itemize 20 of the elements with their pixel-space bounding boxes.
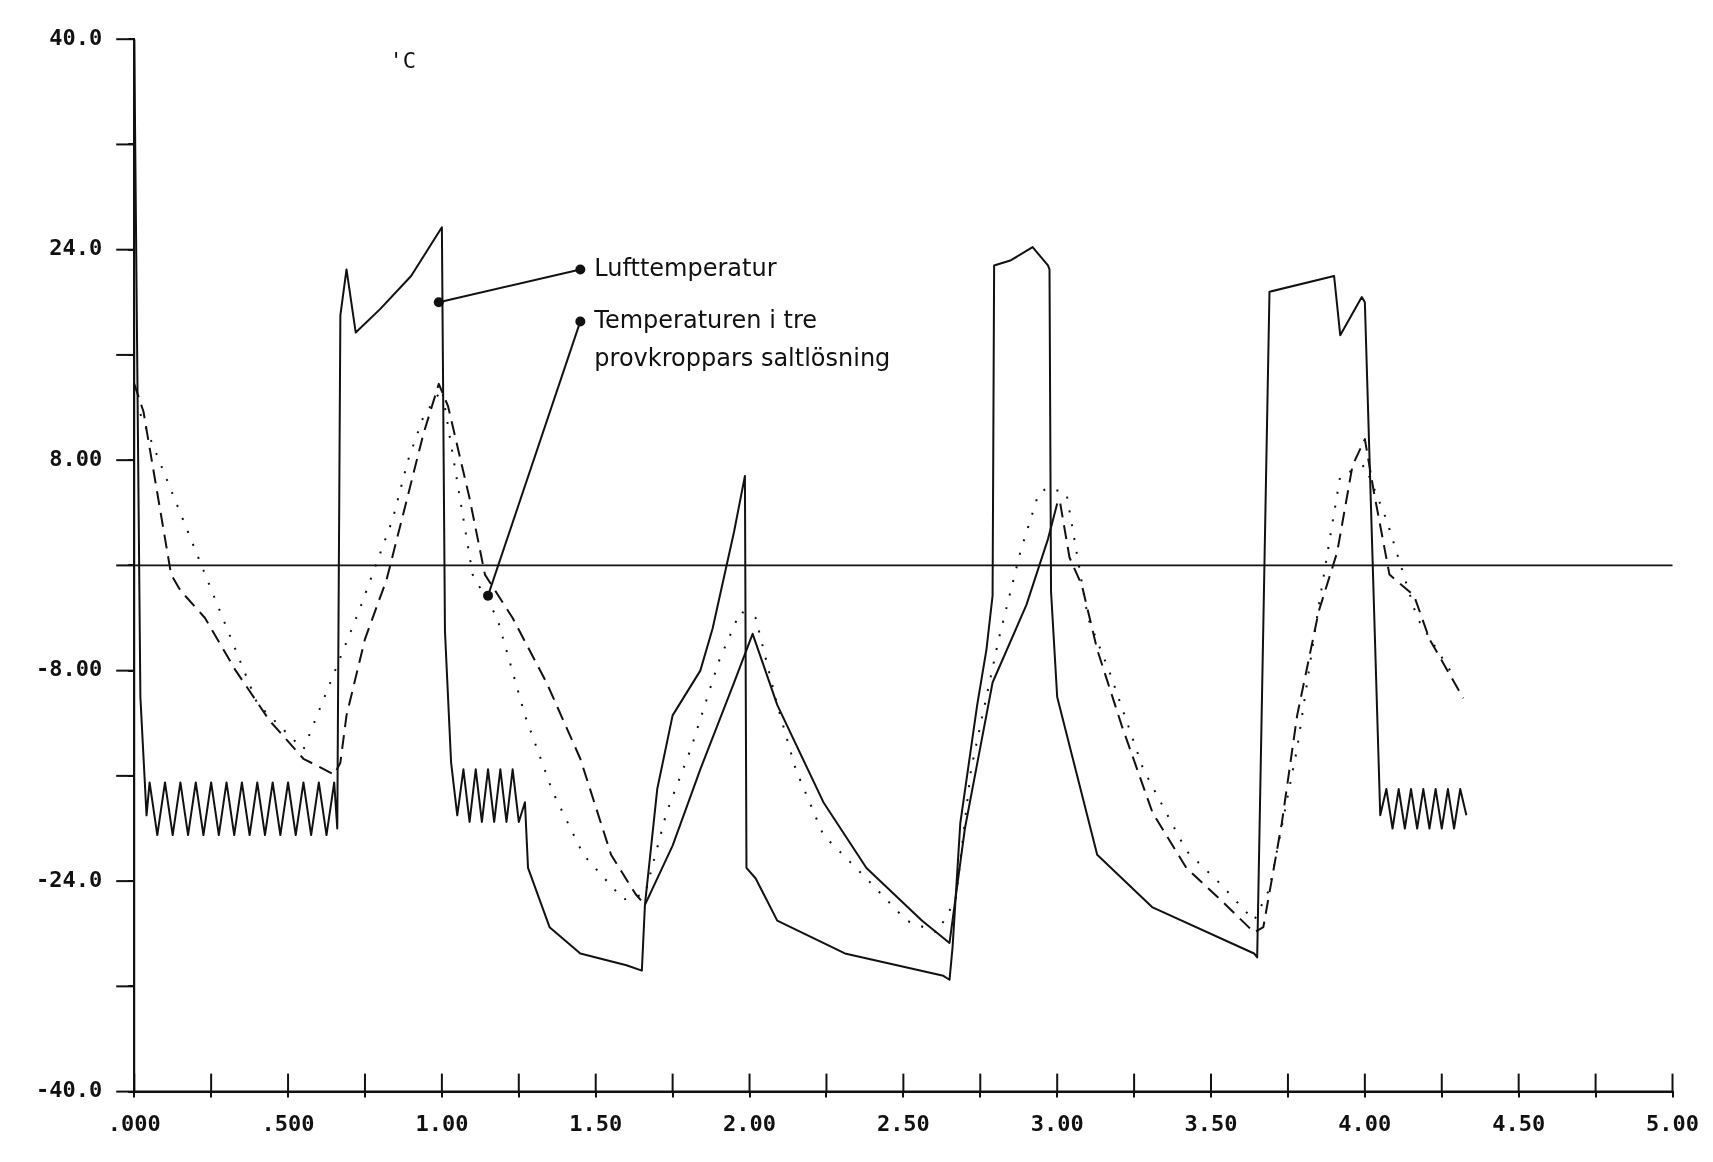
x-tick-label: 2.50: [876, 1110, 930, 1136]
annotation: Temperaturen i tre provkroppars saltlösning: [593, 305, 891, 372]
y-tick-label: -8.00: [35, 656, 103, 682]
y-tick-label: 24.0: [49, 235, 103, 261]
x-tick-label: 4.00: [1338, 1110, 1392, 1136]
y-axis-title: 'C: [389, 47, 417, 73]
y-tick-label: 8.00: [49, 445, 103, 471]
y-tick-label: 40.0: [49, 24, 103, 50]
y-tick-label: -24.0: [35, 866, 103, 892]
x-tick-label: 4.50: [1492, 1110, 1546, 1136]
x-tick-label: 2.00: [723, 1110, 777, 1136]
x-tick-label: 3.50: [1184, 1110, 1238, 1136]
x-tick-label: 3.00: [1030, 1110, 1084, 1136]
x-tick-label: 1.00: [415, 1110, 469, 1136]
annotation: Lufttemperatur: [594, 253, 777, 282]
x-tick-label: 1.50: [569, 1110, 623, 1136]
y-tick-label: -40.0: [35, 1077, 103, 1103]
x-tick-label: .500: [261, 1110, 315, 1136]
x-tick-label: .000: [107, 1110, 161, 1136]
x-tick-label: 5.00: [1646, 1110, 1699, 1136]
